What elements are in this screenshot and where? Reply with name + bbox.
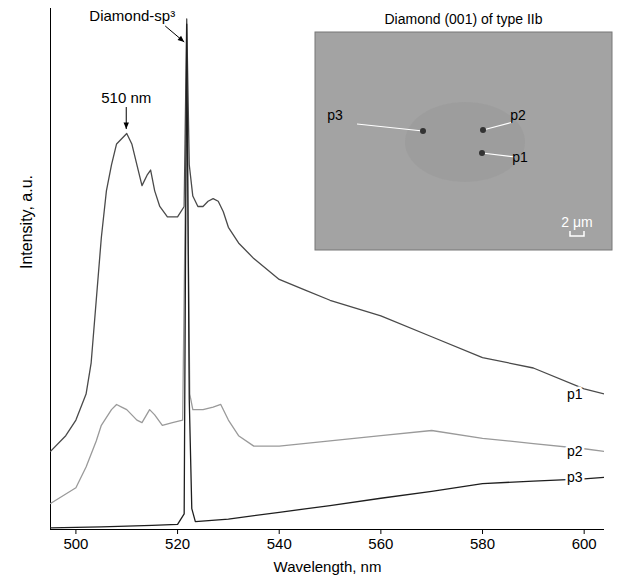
svg-text:p1: p1: [512, 149, 528, 165]
svg-text:p2: p2: [510, 107, 526, 123]
svg-text:Diamond (001) of type IIb: Diamond (001) of type IIb: [385, 11, 543, 27]
svg-text:p2: p2: [567, 443, 583, 459]
svg-text:Wavelength, nm: Wavelength, nm: [274, 558, 382, 575]
svg-text:2 μm: 2 μm: [561, 214, 592, 230]
svg-text:510 nm: 510 nm: [101, 89, 151, 106]
svg-text:Diamond-sp³: Diamond-sp³: [89, 7, 175, 24]
svg-text:Intensity, a.u.: Intensity, a.u.: [18, 175, 35, 269]
svg-text:p3: p3: [567, 469, 583, 485]
svg-text:520: 520: [165, 535, 190, 552]
svg-text:p1: p1: [567, 386, 583, 402]
svg-text:p3: p3: [327, 107, 343, 123]
svg-text:560: 560: [368, 535, 393, 552]
svg-text:600: 600: [572, 535, 597, 552]
svg-text:500: 500: [63, 535, 88, 552]
svg-text:580: 580: [470, 535, 495, 552]
svg-text:540: 540: [267, 535, 292, 552]
